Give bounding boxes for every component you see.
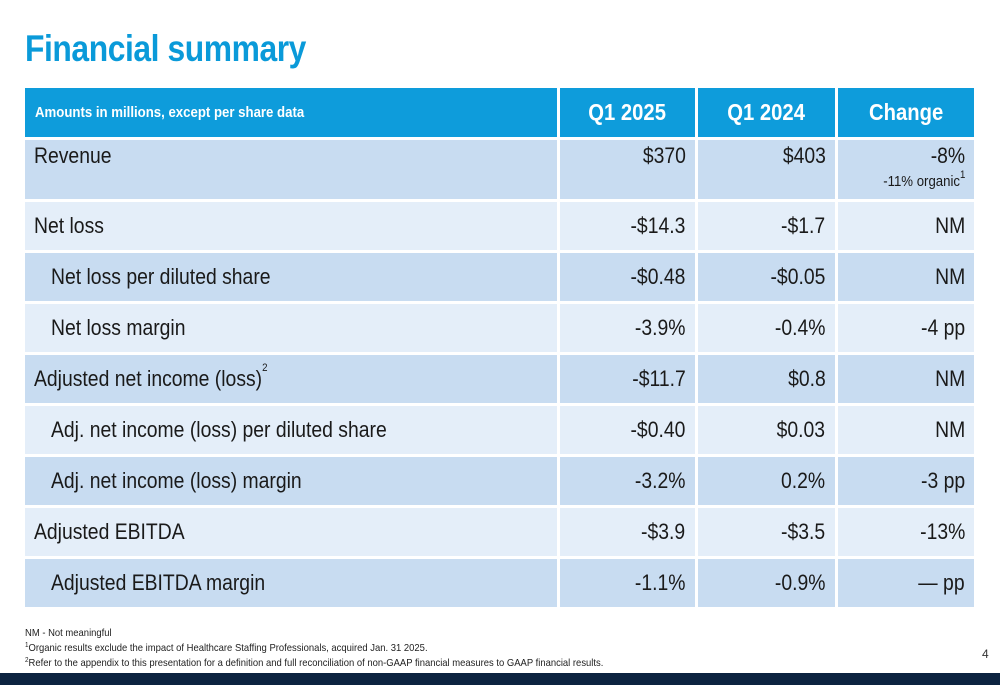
column-header-q1-2025: Q1 2025 [558,88,698,140]
table-row-adj-net-income-margin: Adj. net income (loss) margin -3.2% 0.2%… [25,455,974,508]
cell-q1-2025: -$3.9 [558,506,698,559]
table-row-net-loss: Net loss -$14.3 -$1.7 NM [25,200,974,253]
row-label: Adjusted EBITDA [25,506,560,559]
cell-q1-2024: -$3.5 [696,506,838,559]
cell-change: NM [836,200,974,253]
table-row-net-loss-margin: Net loss margin -3.9% -0.4% -4 pp [25,302,974,355]
row-label: Adjusted EBITDA margin [25,557,560,610]
cell-change: — pp [836,557,974,610]
cell-change: NM [836,251,974,304]
cell-q1-2025: -3.2% [558,455,698,508]
row-label: Adjusted net income (loss)2 [25,353,560,406]
cell-q1-2024: $0.03 [696,404,838,457]
cell-q1-2025: -$11.7 [558,353,698,406]
table-row-adj-net-income-per-share: Adj. net income (loss) per diluted share… [25,404,974,457]
footnote-ref-1: 1 [959,168,965,181]
column-header-label: Amounts in millions, except per share da… [25,88,560,140]
cell-q1-2025: -1.1% [558,557,698,610]
cell-q1-2025: -$14.3 [558,200,698,253]
cell-q1-2025: -$0.48 [558,251,698,304]
footnote-2: 2Refer to the appendix to this presentat… [25,657,604,669]
cell-q1-2024: -0.4% [696,302,838,355]
row-label: Adj. net income (loss) per diluted share [25,404,560,457]
table-header-row: Amounts in millions, except per share da… [25,88,974,140]
footnotes: NM - Not meaningful 1Organic results exc… [25,626,603,671]
financial-summary-table: Amounts in millions, except per share da… [25,88,974,610]
cell-q1-2025: $370 [558,138,698,202]
table-row-adjusted-ebitda: Adjusted EBITDA -$3.9 -$3.5 -13% [25,506,974,559]
page-title: Financial summary [25,28,306,69]
row-label: Revenue [25,138,560,202]
cell-q1-2024: 0.2% [696,455,838,508]
cell-q1-2024: $403 [696,138,838,202]
column-header-change: Change [836,88,974,140]
table-row-net-loss-per-share: Net loss per diluted share -$0.48 -$0.05… [25,251,974,304]
table-row-adjusted-ebitda-margin: Adjusted EBITDA margin -1.1% -0.9% — pp [25,557,974,610]
row-label: Net loss margin [25,302,560,355]
cell-q1-2025: -3.9% [558,302,698,355]
organic-change-note: -11% organic1 [882,168,965,190]
cell-q1-2024: -$1.7 [696,200,838,253]
page-number: 4 [982,647,989,661]
cell-change: NM [836,404,974,457]
cell-q1-2024: $0.8 [696,353,838,406]
table-row-revenue: Revenue $370 $403 -8% -11% organic1 [25,138,974,202]
cell-change: -4 pp [836,302,974,355]
cell-q1-2024: -$0.05 [696,251,838,304]
cell-q1-2025: -$0.40 [558,404,698,457]
cell-change: NM [836,353,974,406]
column-header-q1-2024: Q1 2024 [696,88,838,140]
row-label: Net loss per diluted share [25,251,560,304]
footnote-ref-2: 2 [262,361,268,374]
footer-bar [0,673,1000,685]
row-label: Adj. net income (loss) margin [25,455,560,508]
footnote-1: 1Organic results exclude the impact of H… [25,642,428,654]
table-row-adjusted-net-income: Adjusted net income (loss)2 -$11.7 $0.8 … [25,353,974,406]
cell-change: -8% -11% organic1 [836,138,974,202]
cell-change: -3 pp [836,455,974,508]
row-label: Net loss [25,200,560,253]
footnote-nm: NM - Not meaningful [25,627,112,639]
cell-q1-2024: -0.9% [696,557,838,610]
cell-change: -13% [836,506,974,559]
